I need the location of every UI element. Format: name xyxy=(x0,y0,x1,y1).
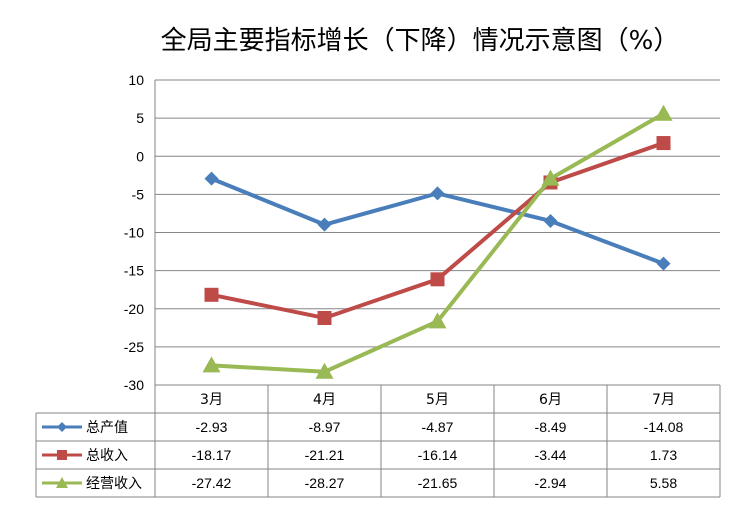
table-cell: -3.44 xyxy=(535,447,567,463)
legend-key-marker xyxy=(56,477,68,488)
y-tick-label: -30 xyxy=(124,377,144,393)
data-point xyxy=(430,186,445,201)
data-point xyxy=(202,356,221,373)
y-tick-label: -25 xyxy=(124,339,144,355)
table-cell: -8.97 xyxy=(309,419,341,435)
y-tick-label: 10 xyxy=(128,72,144,88)
data-point xyxy=(656,136,671,151)
data-point xyxy=(543,213,558,228)
data-point xyxy=(204,287,219,302)
series xyxy=(204,171,671,271)
data-point xyxy=(541,169,560,186)
table-cell: -14.08 xyxy=(644,419,684,435)
data-point xyxy=(317,310,332,325)
series-name: 经营收入 xyxy=(86,476,142,492)
series-line xyxy=(209,141,666,320)
y-tick-label: -15 xyxy=(124,263,144,279)
table-cell: -28.27 xyxy=(305,475,345,491)
category-label: 5月 xyxy=(426,392,449,408)
category-label: 4月 xyxy=(313,392,336,408)
y-tick-label: -10 xyxy=(124,225,144,241)
category-label: 3月 xyxy=(200,392,223,408)
series-group xyxy=(202,104,673,379)
data-point xyxy=(204,171,219,186)
table-cell: -8.49 xyxy=(535,419,567,435)
legend-key-marker xyxy=(57,422,67,432)
y-tick-label: 0 xyxy=(136,148,144,164)
table-cell: 1.73 xyxy=(650,447,677,463)
table-cell: -18.17 xyxy=(192,447,232,463)
table-cell: -2.94 xyxy=(535,475,567,491)
table-row: 总产值 -2.93 -8.97 -4.87 -8.49 -14.08 xyxy=(42,419,684,436)
table-row: 总收入 -18.17 -21.21 -16.14 -3.44 1.73 xyxy=(42,447,677,464)
data-point xyxy=(656,256,671,271)
table-cell: 5.58 xyxy=(650,475,677,491)
table-row: 经营收入 -27.42 -28.27 -21.65 -2.94 5.58 xyxy=(42,475,677,492)
grid xyxy=(154,79,720,386)
table-cell: -4.87 xyxy=(422,419,454,435)
data-point xyxy=(315,362,334,379)
table-cell: -27.42 xyxy=(192,475,232,491)
table-cell: -21.21 xyxy=(305,447,345,463)
series-name: 总产值 xyxy=(86,420,128,436)
series-name: 总收入 xyxy=(86,448,128,464)
y-tick-label: 5 xyxy=(136,110,144,126)
table-cell: -21.65 xyxy=(418,475,458,491)
y-tick-label: -20 xyxy=(124,301,144,317)
data-point xyxy=(428,312,447,329)
y-axis: 10 5 0 -5 -10 -15 -20 -25 -30 xyxy=(124,72,144,393)
series-line xyxy=(209,111,666,374)
y-tick-label: -5 xyxy=(132,186,145,202)
series xyxy=(202,104,673,379)
table-cell: -16.14 xyxy=(418,447,458,463)
data-point xyxy=(430,272,445,287)
category-label: 7月 xyxy=(652,392,675,408)
chart-title: 全局主要指标增长（下降）情况示意图（%） xyxy=(161,26,680,56)
series xyxy=(204,136,671,325)
legend-key-marker xyxy=(57,450,67,460)
data-point xyxy=(654,104,673,121)
data-point xyxy=(317,217,332,232)
table-cell: -2.93 xyxy=(196,419,228,435)
category-label: 6月 xyxy=(539,392,562,408)
